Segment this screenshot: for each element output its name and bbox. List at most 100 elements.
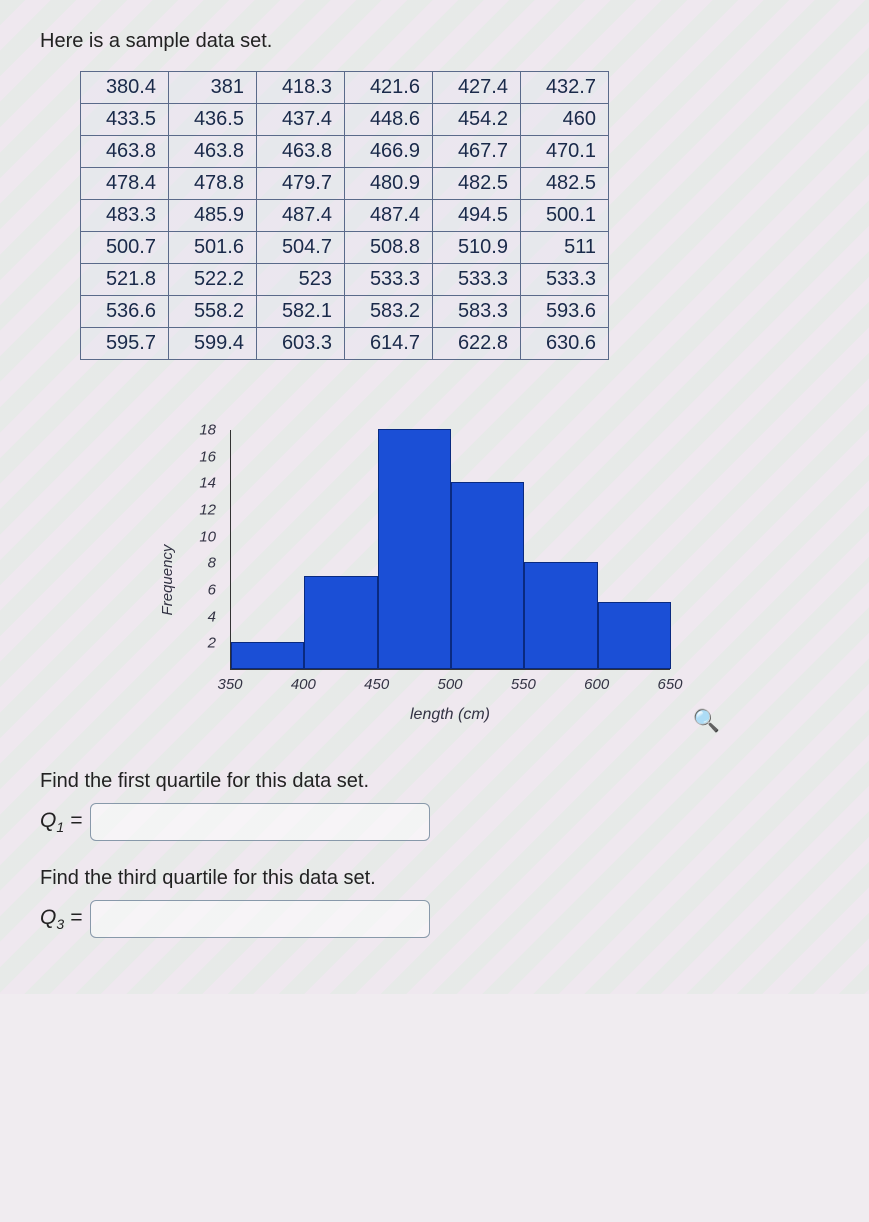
data-table: 380.4381418.3421.6427.4432.7433.5436.543… [80,71,609,360]
table-cell: 500.7 [81,232,169,264]
table-cell: 533.3 [433,264,521,296]
table-row: 483.3485.9487.4487.4494.5500.1 [81,200,609,232]
y-tick: 6 [208,582,216,599]
table-cell: 593.6 [521,296,609,328]
q3-prompt: Find the third quartile for this data se… [40,867,829,890]
table-row: 521.8522.2523533.3533.3533.3 [81,264,609,296]
table-cell: 558.2 [169,296,257,328]
q1-row: Q1 = [40,803,829,841]
x-tick: 650 [657,676,682,693]
table-cell: 630.6 [521,328,609,360]
table-cell: 437.4 [257,104,345,136]
x-tick: 550 [511,676,536,693]
histogram-bar [451,482,524,669]
intro-text: Here is a sample data set. [40,30,829,53]
table-cell: 433.5 [81,104,169,136]
y-tick: 14 [199,475,216,492]
table-row: 536.6558.2582.1583.2583.3593.6 [81,296,609,328]
table-cell: 582.1 [257,296,345,328]
table-cell: 432.7 [521,72,609,104]
table-cell: 427.4 [433,72,521,104]
q1-symbol: Q1 = [40,809,82,835]
y-tick: 10 [199,528,216,545]
table-row: 463.8463.8463.8466.9467.7470.1 [81,136,609,168]
table-cell: 523 [257,264,345,296]
q3-letter: Q [40,906,56,929]
table-cell: 380.4 [81,72,169,104]
table-cell: 463.8 [81,136,169,168]
table-cell: 521.8 [81,264,169,296]
table-cell: 466.9 [345,136,433,168]
table-cell: 504.7 [257,232,345,264]
q1-letter: Q [40,809,56,832]
x-tick: 400 [291,676,316,693]
table-cell: 511 [521,232,609,264]
table-cell: 479.7 [257,168,345,200]
y-axis-label: Frequency [159,545,176,616]
table-cell: 485.9 [169,200,257,232]
plot-area [230,430,670,670]
histogram: Frequency 24681012141618 350400450500550… [170,430,690,730]
table-cell: 467.7 [433,136,521,168]
table-cell: 508.8 [345,232,433,264]
table-cell: 595.7 [81,328,169,360]
q1-equals: = [70,809,82,832]
y-ticks: 24681012141618 [194,430,222,670]
table-cell: 510.9 [433,232,521,264]
histogram-bar [598,602,671,669]
y-tick: 4 [208,608,216,625]
table-cell: 522.2 [169,264,257,296]
y-tick: 2 [208,635,216,652]
table-row: 433.5436.5437.4448.6454.2460 [81,104,609,136]
table-cell: 501.6 [169,232,257,264]
q3-equals: = [70,906,82,929]
table-cell: 418.3 [257,72,345,104]
q1-sub: 1 [56,819,64,835]
q3-symbol: Q3 = [40,906,82,932]
y-tick: 8 [208,555,216,572]
table-cell: 436.5 [169,104,257,136]
q3-row: Q3 = [40,900,829,938]
table-cell: 494.5 [433,200,521,232]
table-cell: 487.4 [345,200,433,232]
table-cell: 478.8 [169,168,257,200]
table-row: 500.7501.6504.7508.8510.9511 [81,232,609,264]
table-cell: 483.3 [81,200,169,232]
table-cell: 533.3 [345,264,433,296]
q3-sub: 3 [56,916,64,932]
table-cell: 448.6 [345,104,433,136]
table-cell: 381 [169,72,257,104]
table-cell: 470.1 [521,136,609,168]
table-cell: 500.1 [521,200,609,232]
table-cell: 454.2 [433,104,521,136]
table-cell: 614.7 [345,328,433,360]
q3-input[interactable] [90,900,430,938]
table-cell: 463.8 [257,136,345,168]
histogram-bar [524,562,597,669]
x-tick: 450 [364,676,389,693]
x-tick: 500 [437,676,462,693]
histogram-bar [231,642,304,669]
table-cell: 583.3 [433,296,521,328]
table-cell: 487.4 [257,200,345,232]
y-tick: 16 [199,448,216,465]
x-tick: 350 [217,676,242,693]
table-cell: 421.6 [345,72,433,104]
histogram-bar [378,429,451,669]
magnifier-icon[interactable]: 🔍 [693,708,720,734]
table-cell: 482.5 [521,168,609,200]
histogram-bar [304,576,377,669]
table-cell: 463.8 [169,136,257,168]
table-row: 380.4381418.3421.6427.4432.7 [81,72,609,104]
q1-prompt: Find the first quartile for this data se… [40,770,829,793]
table-cell: 603.3 [257,328,345,360]
q1-input[interactable] [90,803,430,841]
table-cell: 480.9 [345,168,433,200]
table-cell: 460 [521,104,609,136]
y-tick: 12 [199,502,216,519]
table-row: 595.7599.4603.3614.7622.8630.6 [81,328,609,360]
table-cell: 536.6 [81,296,169,328]
table-cell: 478.4 [81,168,169,200]
x-axis-label: length (cm) [230,706,670,724]
table-cell: 622.8 [433,328,521,360]
